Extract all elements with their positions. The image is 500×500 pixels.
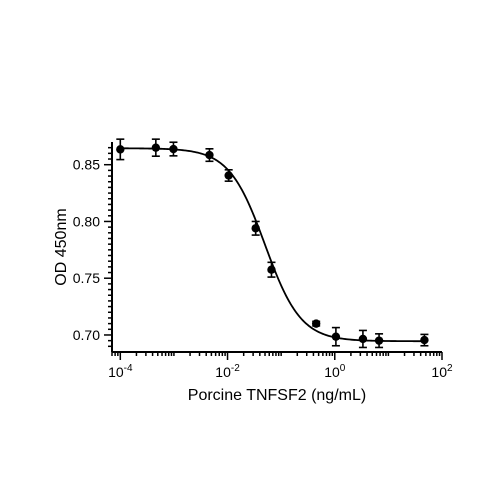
data-point <box>420 335 429 345</box>
data-point-group <box>267 261 276 278</box>
data-point <box>267 265 276 274</box>
data-point-group <box>224 169 233 182</box>
fit-curve-line <box>120 147 425 343</box>
axes-layer <box>111 142 442 353</box>
data-point-group <box>116 138 125 161</box>
data-point-group <box>205 148 214 163</box>
x-tick-label: 102 <box>431 363 453 380</box>
data-point <box>358 334 368 344</box>
data-point <box>374 336 384 345</box>
y-tick-label: 0.75 <box>73 270 100 286</box>
data-point-group <box>311 319 321 328</box>
x-ticks-layer: 10-4 10-2 100 102 <box>108 352 453 380</box>
data-points-layer <box>116 138 429 349</box>
data-point <box>331 332 341 341</box>
data-point-group <box>420 333 429 347</box>
data-point <box>205 150 214 160</box>
y-tick-label: 0.80 <box>73 213 100 229</box>
y-axis-title: OD 450nm <box>53 208 70 285</box>
data-point-group <box>151 138 161 157</box>
data-point <box>151 143 161 152</box>
data-point-group <box>169 141 178 157</box>
fit-curve-layer <box>120 147 425 343</box>
x-tick-label: 100 <box>324 363 346 380</box>
x-tick-label: 10-2 <box>215 363 240 380</box>
y-ticks-layer: 0.70 0.75 0.80 0.85 <box>73 146 112 348</box>
data-point <box>311 319 321 328</box>
data-point-group <box>251 220 260 236</box>
data-point-group <box>374 333 384 349</box>
x-axis-title: Porcine TNFSF2 (ng/mL) <box>188 387 366 404</box>
data-point-group <box>358 329 368 349</box>
data-point <box>224 171 233 180</box>
y-tick-label: 0.85 <box>73 157 100 173</box>
data-point <box>116 145 125 154</box>
x-tick-label: 10-4 <box>108 363 133 380</box>
y-tick-label: 0.70 <box>73 327 100 343</box>
data-point <box>251 224 260 233</box>
data-point-group <box>331 326 341 347</box>
data-point <box>169 144 178 154</box>
